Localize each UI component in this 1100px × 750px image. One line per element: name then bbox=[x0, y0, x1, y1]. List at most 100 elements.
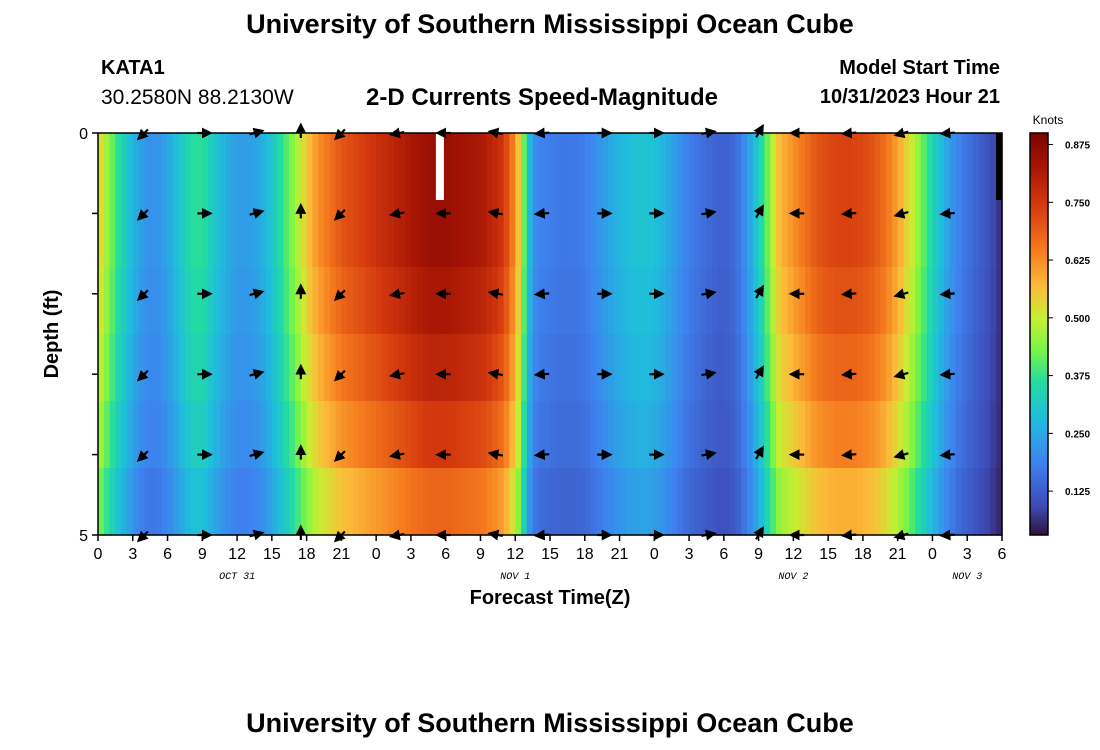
heatmap-cell bbox=[891, 401, 899, 469]
heatmap-cell bbox=[665, 334, 673, 402]
current-arrow bbox=[840, 207, 857, 219]
heatmap-cell bbox=[677, 401, 684, 469]
heatmap-cell bbox=[410, 200, 418, 268]
heatmap-cell bbox=[833, 468, 841, 536]
heatmap-cell bbox=[173, 267, 180, 335]
heatmap-cell bbox=[196, 200, 203, 268]
heatmap-cell bbox=[607, 267, 615, 335]
heatmap-cell bbox=[550, 468, 557, 536]
heatmap-cell bbox=[526, 133, 534, 201]
heatmap-cell bbox=[138, 267, 145, 335]
heatmap-cell bbox=[926, 468, 934, 536]
current-arrow bbox=[487, 368, 503, 380]
heatmap-cell bbox=[115, 267, 122, 335]
heatmap-cell bbox=[631, 334, 638, 402]
heatmap-cell bbox=[602, 468, 609, 536]
heatmap-cell bbox=[781, 133, 789, 201]
heatmap-cell bbox=[573, 334, 580, 402]
heatmap-cell bbox=[503, 401, 511, 469]
heatmap-cell bbox=[897, 267, 905, 335]
heatmap-cell bbox=[497, 468, 505, 536]
heatmap-cell bbox=[799, 200, 806, 268]
heatmap-cell bbox=[544, 267, 551, 335]
heatmap-cell bbox=[944, 401, 951, 469]
heatmap-cell bbox=[822, 267, 829, 335]
heatmap-cell bbox=[770, 468, 777, 536]
heatmap-cell bbox=[770, 334, 777, 402]
x-tick-label: 6 bbox=[719, 546, 728, 563]
missing-data bbox=[435, 133, 1002, 200]
heatmap-cell bbox=[329, 334, 337, 402]
footer-title: University of Southern Mississippi Ocean… bbox=[246, 708, 854, 738]
heatmap-cell bbox=[509, 133, 516, 201]
heatmap-cell bbox=[161, 267, 169, 335]
heatmap-cell bbox=[260, 334, 267, 402]
heatmap-cell bbox=[98, 401, 105, 469]
heatmap-cell bbox=[352, 133, 360, 201]
current-arrow bbox=[893, 288, 909, 299]
heatmap-cell bbox=[833, 267, 841, 335]
heatmap-cell bbox=[167, 200, 174, 268]
heatmap-cell bbox=[665, 267, 673, 335]
heatmap-cell bbox=[126, 468, 134, 536]
heatmap-cell bbox=[184, 334, 192, 402]
date-label: NOV 1 bbox=[500, 572, 530, 583]
heatmap-cell bbox=[631, 133, 638, 201]
heatmap-cell bbox=[544, 133, 551, 201]
heatmap-cell bbox=[335, 200, 342, 268]
heatmap-cell bbox=[289, 401, 296, 469]
heatmap-cell bbox=[225, 401, 232, 469]
heatmap-cell bbox=[886, 200, 893, 268]
heatmap-cell bbox=[660, 401, 667, 469]
heatmap-cell bbox=[578, 468, 586, 536]
heatmap-cell bbox=[237, 200, 244, 268]
heatmap-cell bbox=[793, 334, 800, 402]
heatmap-cell bbox=[706, 200, 713, 268]
heatmap-cell bbox=[886, 468, 893, 536]
heatmap-cell bbox=[538, 401, 545, 469]
heatmap-cell bbox=[132, 468, 140, 536]
heatmap-cell bbox=[868, 267, 876, 335]
heatmap-cell bbox=[410, 133, 418, 201]
heatmap-cell bbox=[312, 334, 319, 402]
heatmap-cell bbox=[567, 401, 574, 469]
heatmap-cell bbox=[434, 200, 441, 268]
heatmap-cell bbox=[463, 334, 470, 402]
heatmap-cell bbox=[347, 267, 354, 335]
heatmap-cell bbox=[776, 401, 783, 469]
heatmap-cell bbox=[718, 468, 725, 536]
heatmap-cell bbox=[961, 401, 968, 469]
heatmap-cell bbox=[208, 401, 215, 469]
heatmap-cell bbox=[712, 267, 719, 335]
heatmap-cell bbox=[277, 200, 285, 268]
heatmap-cell bbox=[723, 133, 731, 201]
heatmap-cell bbox=[636, 468, 644, 536]
heatmap-cell bbox=[266, 334, 273, 402]
heatmap-cell bbox=[723, 200, 731, 268]
heatmap-cell bbox=[254, 334, 261, 402]
heatmap-cell bbox=[138, 468, 145, 536]
heatmap-cell bbox=[503, 468, 511, 536]
heatmap-cell bbox=[463, 200, 470, 268]
heatmap-cell bbox=[718, 267, 725, 335]
heatmap-cell bbox=[833, 133, 841, 201]
heatmap-cell bbox=[318, 200, 325, 268]
heatmap-cell bbox=[451, 133, 458, 201]
heatmap-cell bbox=[219, 468, 227, 536]
heatmap-cell bbox=[700, 267, 708, 335]
current-arrow bbox=[701, 208, 717, 219]
heatmap-cell bbox=[225, 468, 232, 536]
heatmap-cell bbox=[381, 401, 389, 469]
heatmap-cell bbox=[833, 200, 841, 268]
heatmap-cell bbox=[254, 267, 261, 335]
heatmap-cell bbox=[335, 133, 342, 201]
heatmap-cell bbox=[573, 200, 580, 268]
heatmap-cell bbox=[886, 401, 893, 469]
heatmap-cell bbox=[903, 401, 910, 469]
heatmap-cell bbox=[949, 334, 957, 402]
heatmap-cell bbox=[416, 200, 424, 268]
heatmap-cell bbox=[312, 133, 319, 201]
heatmap-cell bbox=[242, 401, 250, 469]
heatmap-cell bbox=[231, 267, 238, 335]
heatmap-cell bbox=[932, 267, 939, 335]
